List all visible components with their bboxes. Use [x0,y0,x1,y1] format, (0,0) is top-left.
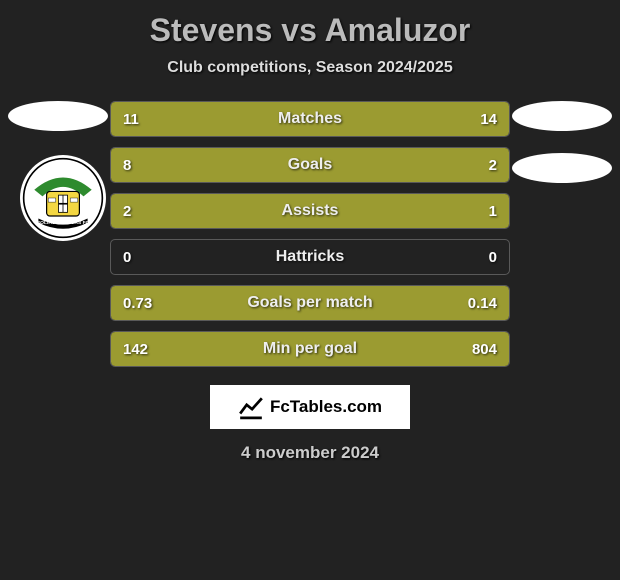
stat-row: 00Hattricks [110,239,510,275]
stat-row: 0.730.14Goals per match [110,285,510,321]
date-text: 4 november 2024 [0,443,620,463]
stat-label: Goals per match [111,294,509,312]
stat-row: 1114Matches [110,101,510,137]
stat-row: 82Goals [110,147,510,183]
player-right-placeholder-2 [512,153,612,183]
stat-label: Hattricks [111,248,509,266]
content-area: SOLIHULL MOORS FC 1114Matches 82Goals 21As… [0,101,620,463]
page-title: Stevens vs Amaluzor [0,0,620,49]
stats-container: 1114Matches 82Goals 21Assists 00Hattricks 0.… [110,101,510,367]
footer-brand-badge: FcTables.com [210,385,410,429]
stat-label: Matches [111,110,509,128]
stat-label: Goals [111,156,509,174]
stat-label: Assists [111,202,509,220]
player-left-placeholder [8,101,108,131]
player-right-placeholder-1 [512,101,612,131]
svg-text:SOLIHULL MOORS FC: SOLIHULL MOORS FC [37,220,90,226]
stat-row: 142804Min per goal [110,331,510,367]
stat-row: 21Assists [110,193,510,229]
chart-icon [238,394,264,420]
page-subtitle: Club competitions, Season 2024/2025 [0,59,620,77]
footer-brand-text: FcTables.com [270,397,382,417]
club-logo: SOLIHULL MOORS FC [20,155,106,241]
stat-label: Min per goal [111,340,509,358]
